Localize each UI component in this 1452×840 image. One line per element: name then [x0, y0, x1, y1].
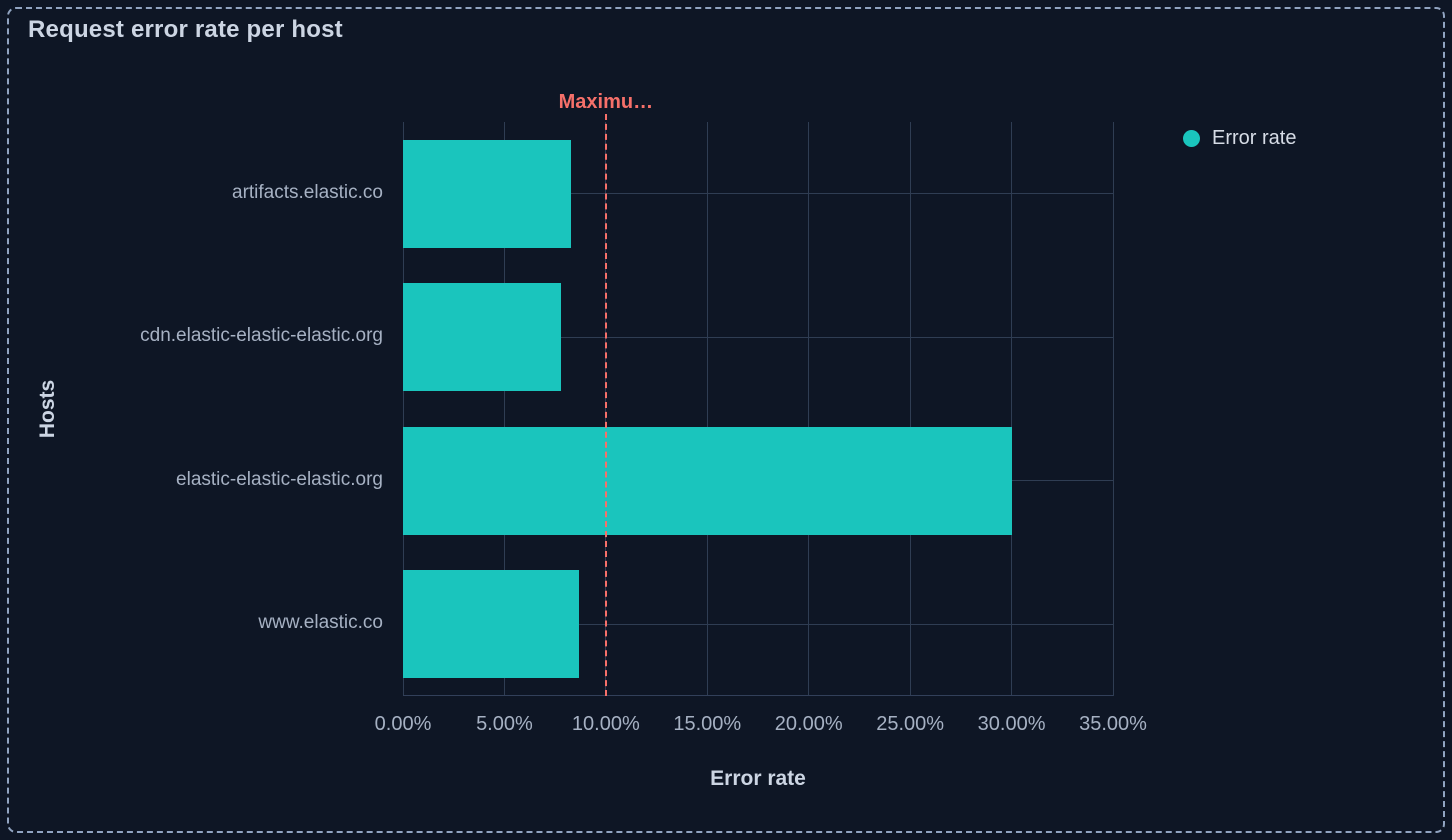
bar[interactable]: [403, 283, 562, 392]
vertical-gridline: [1011, 122, 1013, 696]
x-axis-tick-label: 20.00%: [774, 713, 843, 735]
legend-item[interactable]: Error rate: [1183, 127, 1296, 150]
x-axis-tick-label: 25.00%: [876, 713, 945, 735]
vertical-gridline: [1112, 122, 1114, 696]
horizontal-gridline: [403, 623, 1113, 625]
threshold-line: [604, 114, 607, 696]
horizontal-gridline: [403, 336, 1113, 338]
y-axis-label: www.elastic.co: [258, 612, 383, 634]
legend-series-dot-icon: [1183, 130, 1200, 147]
bar[interactable]: [403, 426, 1012, 535]
x-axis-tick-label: 0.00%: [374, 713, 432, 735]
horizontal-gridline: [403, 193, 1113, 195]
bar[interactable]: [403, 570, 580, 679]
y-axis-label: artifacts.elastic.co: [232, 181, 383, 203]
y-axis-label: elastic-elastic-elastic.org: [176, 468, 383, 490]
vertical-gridline: [706, 122, 708, 696]
vertical-gridline: [402, 122, 404, 696]
x-axis-title: Error rate: [710, 767, 806, 790]
x-axis-tick-label: 15.00%: [673, 713, 742, 735]
annotation-label: Maximu…: [558, 91, 654, 113]
bar[interactable]: [403, 139, 572, 248]
x-axis-line: [403, 695, 1113, 696]
plot-area: [402, 114, 1114, 696]
panel-title: Request error rate per host: [28, 16, 343, 43]
x-axis-tick-label: 5.00%: [476, 713, 533, 735]
x-axis-tick-label: 35.00%: [1079, 713, 1147, 735]
y-axis-label: cdn.elastic-elastic-elastic.org: [140, 325, 383, 347]
vertical-gridline: [909, 122, 911, 696]
legend-item-label: Error rate: [1212, 127, 1297, 149]
x-axis-tick-label: 30.00%: [977, 713, 1046, 735]
y-axis-title: Hosts: [36, 379, 59, 439]
x-axis-tick-label: 10.00%: [571, 713, 640, 735]
legend: Error rate: [1183, 127, 1296, 150]
vertical-gridline: [503, 122, 505, 696]
vertical-gridline: [808, 122, 810, 696]
